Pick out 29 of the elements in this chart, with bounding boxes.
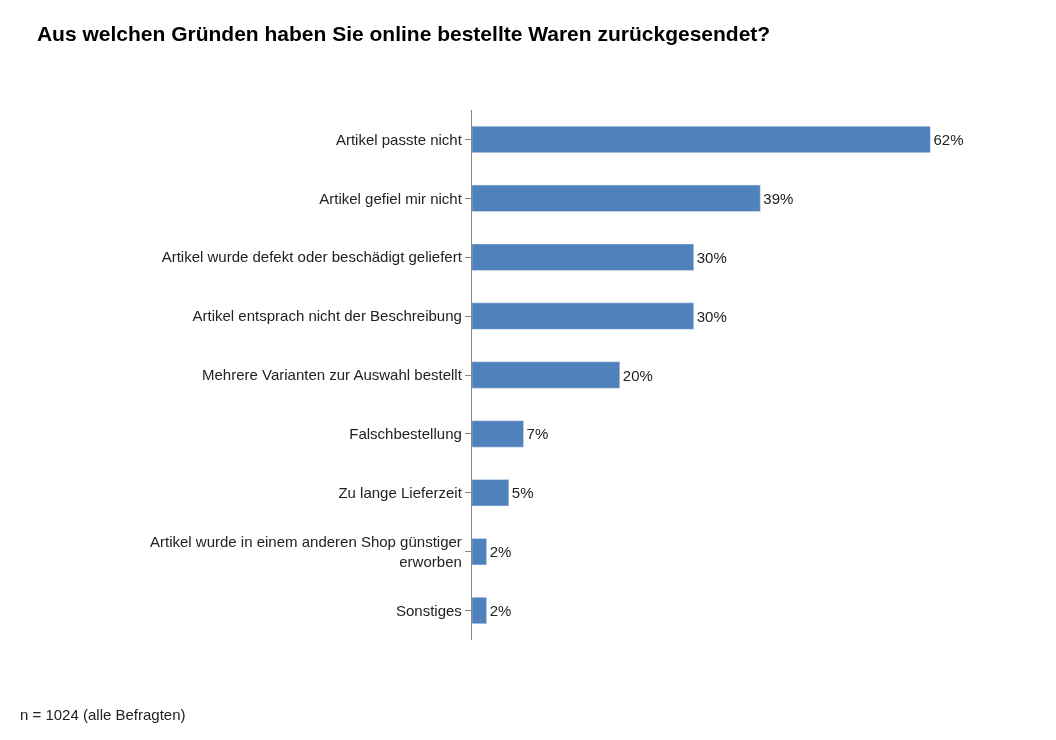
data-label: 2%: [489, 543, 512, 561]
text: n = 1024 (alle Befragten): [20, 706, 186, 723]
data-label: 5%: [511, 484, 534, 502]
data-label: 30%: [696, 248, 727, 266]
bar: [471, 184, 761, 212]
y-tick-label: Artikel wurde in einem anderen Shop günstiger erworben: [149, 533, 462, 570]
bar: [471, 597, 487, 625]
bar: [471, 538, 487, 566]
y-tick-label: Sonstiges: [395, 601, 462, 619]
y-tick-label: Artikel passte nicht: [335, 130, 463, 148]
bar: [471, 361, 621, 389]
bar: [471, 125, 931, 153]
y-tick-label: Falschbestellung: [349, 425, 462, 443]
chart-title: Aus welchen Gründen haben Sie online bestellte Waren zurückgesendet?: [36, 21, 771, 45]
bar: [471, 479, 510, 507]
data-label: 30%: [696, 307, 727, 325]
y-tick-label: Zu lange Lieferzeit: [338, 484, 463, 502]
bar: [471, 243, 695, 271]
bar: [471, 302, 695, 330]
y-tick-label: Mehrere Varianten zur Auswahl bestellt: [201, 366, 463, 384]
y-tick-label: Artikel gefiel mir nicht: [319, 189, 463, 207]
data-label: 62%: [933, 130, 964, 148]
data-label: 39%: [763, 189, 794, 207]
data-label: 2%: [489, 602, 512, 620]
data-label: 20%: [622, 366, 653, 384]
data-label: 7%: [526, 425, 549, 443]
y-tick-label: Artikel wurde defekt oder beschädigt geliefert: [161, 248, 463, 266]
y-tick-label: Artikel entsprach nicht der Beschreibung: [192, 307, 462, 325]
bar: [471, 420, 524, 448]
